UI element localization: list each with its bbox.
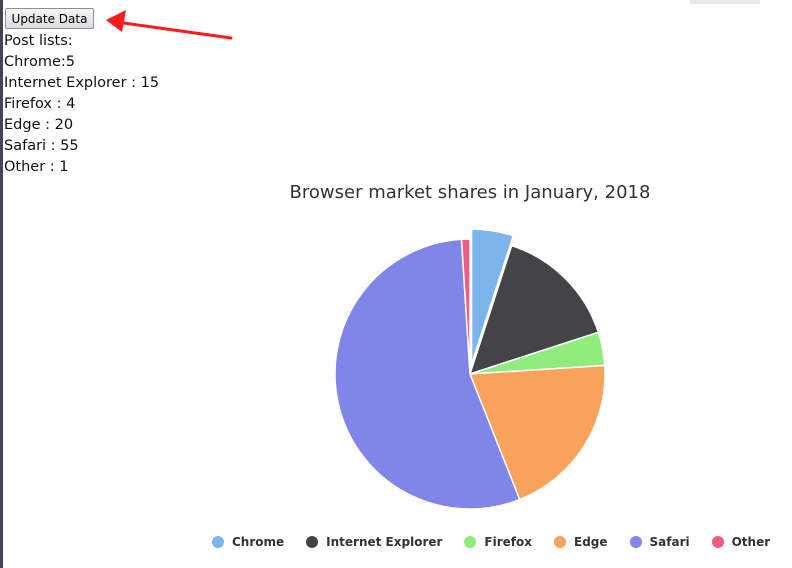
red-arrow-annotation-icon bbox=[106, 10, 233, 40]
legend-marker-icon bbox=[212, 536, 224, 548]
legend-label: Safari bbox=[649, 535, 690, 549]
legend-label: Edge bbox=[574, 535, 608, 549]
legend-marker-icon bbox=[554, 536, 566, 548]
pie-chart: Browser market shares in January, 2018 C… bbox=[170, 170, 770, 568]
legend-marker-icon bbox=[464, 536, 477, 548]
pie-slice-safari[interactable] bbox=[334, 238, 521, 510]
chart-title: Browser market shares in January, 2018 bbox=[289, 182, 651, 203]
post-list-item-firefox: Firefox : 4 bbox=[4, 96, 76, 112]
legend-label: Firefox bbox=[484, 535, 532, 549]
post-list-heading: Post lists: bbox=[4, 33, 73, 49]
post-list: Post lists: Chrome:5 Internet Explorer :… bbox=[4, 31, 159, 178]
legend-marker-icon bbox=[306, 536, 319, 548]
legend-item-internet-explorer[interactable]: Internet Explorer bbox=[306, 535, 442, 549]
pie-slice-internet-explorer[interactable] bbox=[468, 244, 600, 376]
legend-label: Chrome bbox=[232, 535, 285, 549]
pie-slice-other[interactable] bbox=[460, 238, 471, 375]
post-list-item-edge: Edge : 20 bbox=[4, 117, 74, 133]
legend-item-chrome[interactable]: Chrome bbox=[212, 535, 284, 549]
legend-label: Other bbox=[731, 535, 771, 549]
pie-slice-chrome[interactable] bbox=[470, 228, 515, 365]
chart-credit-faded bbox=[690, 0, 760, 4]
legend-label: Internet Explorer bbox=[326, 535, 443, 549]
update-data-button[interactable]: Update Data bbox=[5, 8, 94, 29]
post-list-item-internet-explorer: Internet Explorer : 15 bbox=[4, 75, 160, 91]
legend-item-firefox[interactable]: Firefox bbox=[464, 535, 532, 549]
post-list-item-safari: Safari : 55 bbox=[4, 138, 79, 154]
legend-item-safari[interactable]: Safari bbox=[629, 535, 690, 549]
legend-item-edge[interactable]: Edge bbox=[554, 535, 608, 549]
pie-slice-edge[interactable] bbox=[468, 364, 606, 501]
pie-chart-plot bbox=[334, 228, 606, 510]
legend-marker-icon bbox=[629, 536, 642, 548]
post-list-item-other: Other : 1 bbox=[4, 159, 69, 175]
legend-item-other[interactable]: Other bbox=[711, 535, 771, 549]
legend-marker-icon bbox=[711, 536, 724, 548]
window-left-edge bbox=[0, 0, 3, 568]
chart-legend: Chrome Internet Explorer Firefox Edge Safari… bbox=[212, 535, 770, 549]
post-list-item-chrome: Chrome:5 bbox=[4, 54, 75, 70]
